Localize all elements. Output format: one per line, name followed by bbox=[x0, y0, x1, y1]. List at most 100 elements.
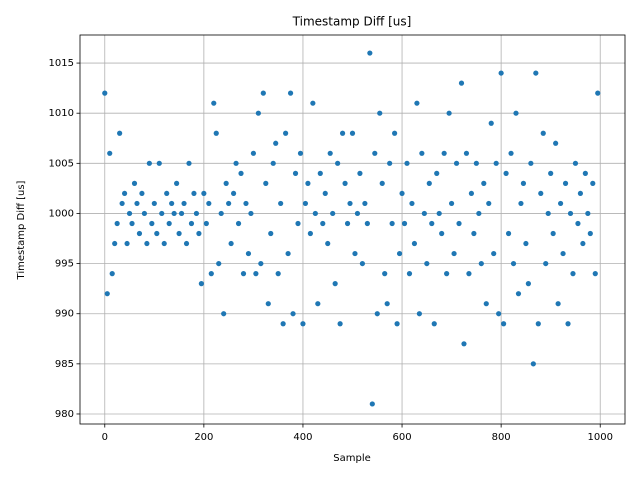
point bbox=[337, 321, 343, 327]
point bbox=[164, 190, 170, 197]
point bbox=[228, 240, 234, 247]
point bbox=[226, 200, 232, 207]
point bbox=[154, 230, 160, 237]
point bbox=[496, 311, 502, 317]
point bbox=[582, 170, 588, 176]
point bbox=[253, 271, 259, 277]
point bbox=[300, 321, 306, 327]
point bbox=[374, 311, 380, 317]
x-axis-label: Sample bbox=[333, 453, 371, 464]
point bbox=[250, 150, 257, 156]
point bbox=[124, 240, 130, 247]
point bbox=[178, 210, 185, 217]
point bbox=[362, 200, 368, 207]
point bbox=[456, 220, 462, 227]
point bbox=[364, 220, 370, 227]
point bbox=[144, 240, 150, 247]
point bbox=[213, 130, 219, 136]
point bbox=[104, 291, 110, 297]
point bbox=[545, 210, 551, 217]
point bbox=[414, 100, 420, 106]
point bbox=[372, 150, 378, 156]
x-tick-label: 1000 bbox=[588, 432, 613, 443]
point bbox=[235, 220, 242, 227]
point bbox=[263, 180, 269, 186]
chart-title: Timestamp Diff [us] bbox=[292, 15, 412, 29]
point bbox=[562, 180, 569, 186]
point bbox=[349, 130, 356, 136]
point bbox=[503, 170, 509, 176]
point bbox=[347, 200, 353, 207]
point bbox=[565, 321, 571, 327]
point bbox=[273, 140, 279, 146]
point bbox=[404, 160, 410, 166]
point bbox=[149, 220, 155, 227]
point bbox=[543, 260, 549, 267]
point bbox=[342, 180, 348, 186]
point bbox=[436, 210, 442, 217]
x-tick-label: 800 bbox=[492, 432, 511, 443]
point bbox=[290, 311, 296, 317]
point bbox=[399, 190, 405, 197]
point bbox=[354, 210, 361, 217]
plot-frame bbox=[79, 34, 626, 425]
point bbox=[275, 271, 281, 277]
point bbox=[416, 311, 422, 317]
y-tick-label: 980 bbox=[55, 409, 74, 420]
y-tick-label: 1005 bbox=[49, 158, 74, 169]
point bbox=[307, 230, 313, 237]
point bbox=[322, 190, 328, 197]
point bbox=[201, 190, 207, 197]
point bbox=[243, 200, 249, 207]
point bbox=[481, 180, 487, 186]
point bbox=[188, 220, 195, 227]
point bbox=[206, 200, 212, 207]
point bbox=[151, 200, 157, 207]
point bbox=[453, 160, 460, 166]
point bbox=[320, 220, 326, 227]
points bbox=[102, 50, 601, 407]
point bbox=[369, 401, 375, 407]
point bbox=[575, 220, 581, 227]
point bbox=[441, 150, 447, 156]
y-tick-label: 990 bbox=[55, 309, 74, 320]
point bbox=[525, 281, 531, 287]
point bbox=[498, 70, 504, 76]
point bbox=[174, 180, 180, 186]
point bbox=[292, 170, 299, 176]
point bbox=[463, 150, 470, 156]
point bbox=[585, 210, 591, 217]
point bbox=[557, 200, 564, 207]
point bbox=[305, 180, 311, 186]
point bbox=[538, 190, 544, 197]
point bbox=[446, 110, 452, 116]
point bbox=[268, 230, 274, 237]
point bbox=[344, 220, 351, 227]
point bbox=[387, 160, 393, 166]
point bbox=[280, 321, 286, 327]
point bbox=[530, 361, 536, 367]
point bbox=[426, 180, 432, 186]
point bbox=[439, 230, 445, 237]
point bbox=[389, 220, 395, 227]
point bbox=[550, 230, 556, 237]
point bbox=[392, 130, 398, 136]
point bbox=[553, 140, 559, 146]
point bbox=[448, 200, 455, 207]
point bbox=[339, 130, 346, 136]
point bbox=[359, 260, 366, 267]
point bbox=[270, 160, 276, 166]
point bbox=[468, 190, 475, 197]
point bbox=[297, 150, 304, 156]
point bbox=[121, 190, 128, 197]
point bbox=[486, 200, 492, 207]
point bbox=[117, 130, 123, 136]
point bbox=[384, 301, 390, 307]
point bbox=[171, 210, 177, 217]
point bbox=[567, 210, 574, 217]
point bbox=[131, 180, 138, 186]
point bbox=[230, 190, 237, 197]
point bbox=[315, 301, 321, 307]
